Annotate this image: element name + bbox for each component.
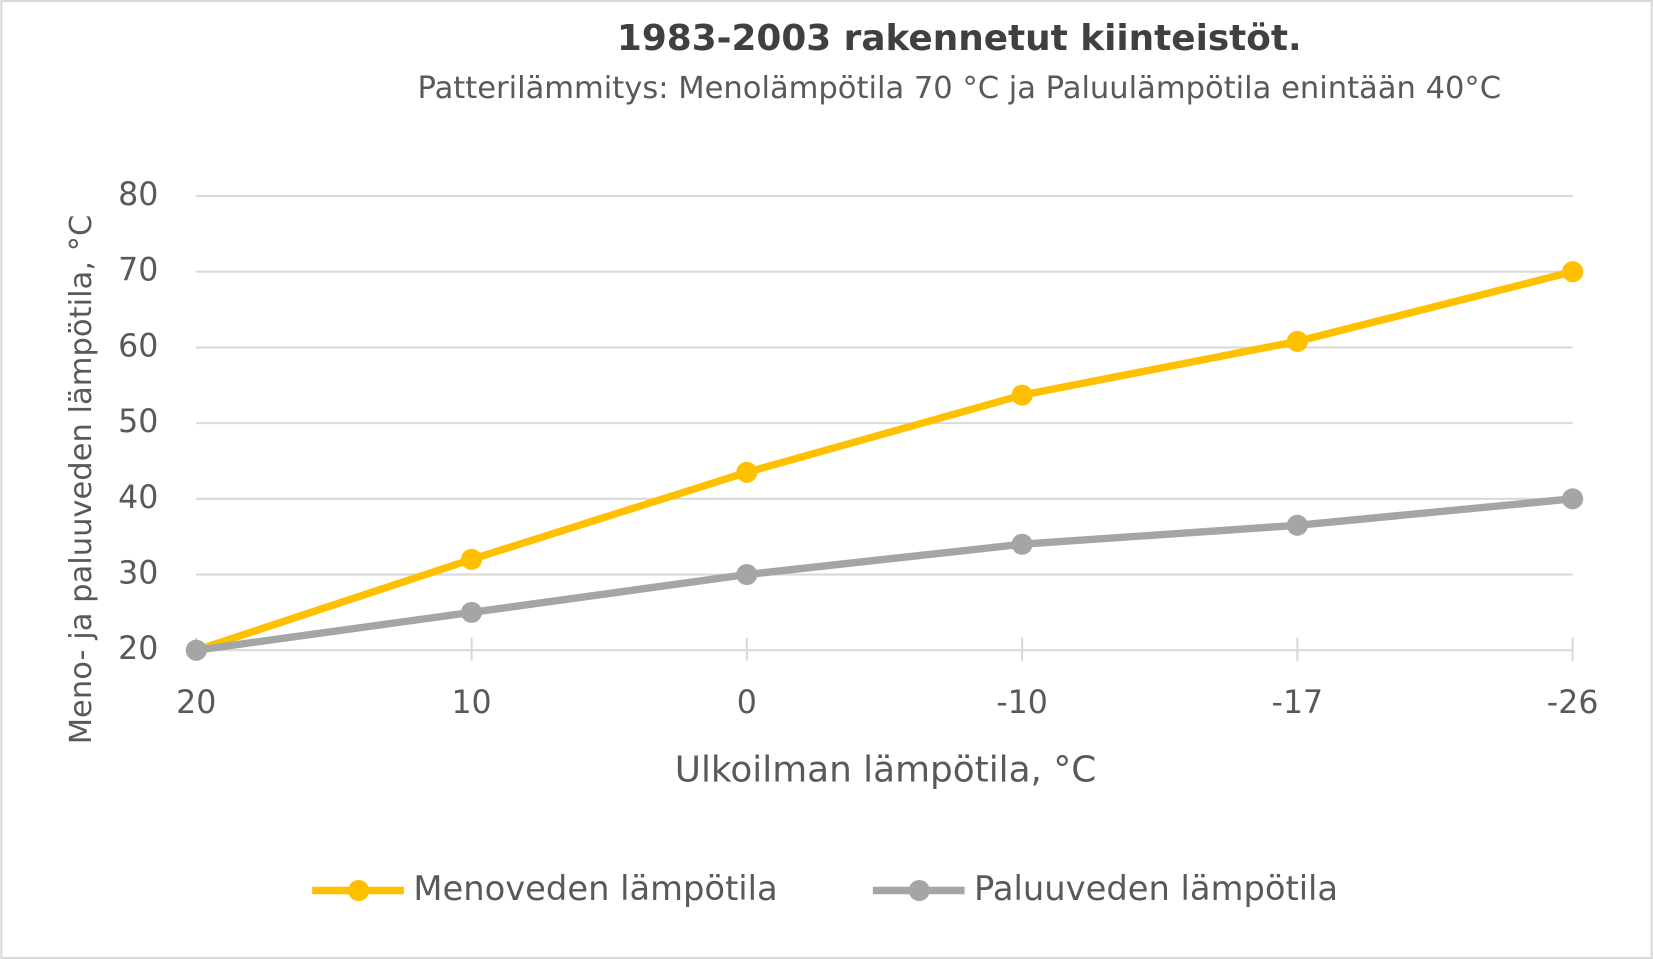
x-axis-label: Ulkoilman lämpötila, °C: [675, 749, 1097, 790]
data-point: [185, 639, 207, 661]
data-point: [461, 548, 483, 570]
legend-label: Menoveden lämpötila: [413, 869, 777, 908]
data-point: [736, 461, 758, 483]
x-tick-label: -10: [996, 685, 1048, 721]
chart-title: 1983-2003 rakennetut kiinteistöt.: [617, 18, 1302, 59]
data-point: [461, 601, 483, 623]
data-point: [1011, 384, 1033, 406]
y-tick-label: 40: [118, 480, 158, 516]
x-tick-label: 0: [737, 685, 757, 721]
chart-subtitle: Patterilämmitys: Menolämpötila 70 °C ja …: [418, 71, 1502, 106]
y-tick-label: 30: [118, 556, 158, 592]
series-line: [195, 268, 1574, 654]
y-axis-label: Meno- ja paluuveden lämpötila, °C: [64, 215, 99, 745]
data-point: [1562, 488, 1584, 510]
data-point: [1562, 261, 1584, 283]
legend-label: Paluuveden lämpötila: [974, 869, 1338, 908]
x-tick-label: 20: [176, 685, 216, 721]
x-tick-label: -17: [1272, 685, 1324, 721]
data-point: [1011, 533, 1033, 555]
y-tick-label: 80: [118, 177, 158, 213]
legend-marker: [908, 879, 930, 902]
data-point: [1286, 514, 1308, 536]
y-tick-label: 70: [118, 253, 158, 289]
x-tick-label: 10: [451, 685, 491, 721]
series-line: [195, 495, 1573, 654]
y-tick-label: 50: [118, 404, 158, 440]
x-tick-label: -26: [1547, 685, 1599, 721]
data-point: [1286, 330, 1308, 352]
y-tick-label: 60: [118, 328, 158, 364]
y-tick-label: 20: [118, 631, 158, 667]
data-point: [736, 563, 758, 586]
legend-marker: [348, 879, 370, 902]
